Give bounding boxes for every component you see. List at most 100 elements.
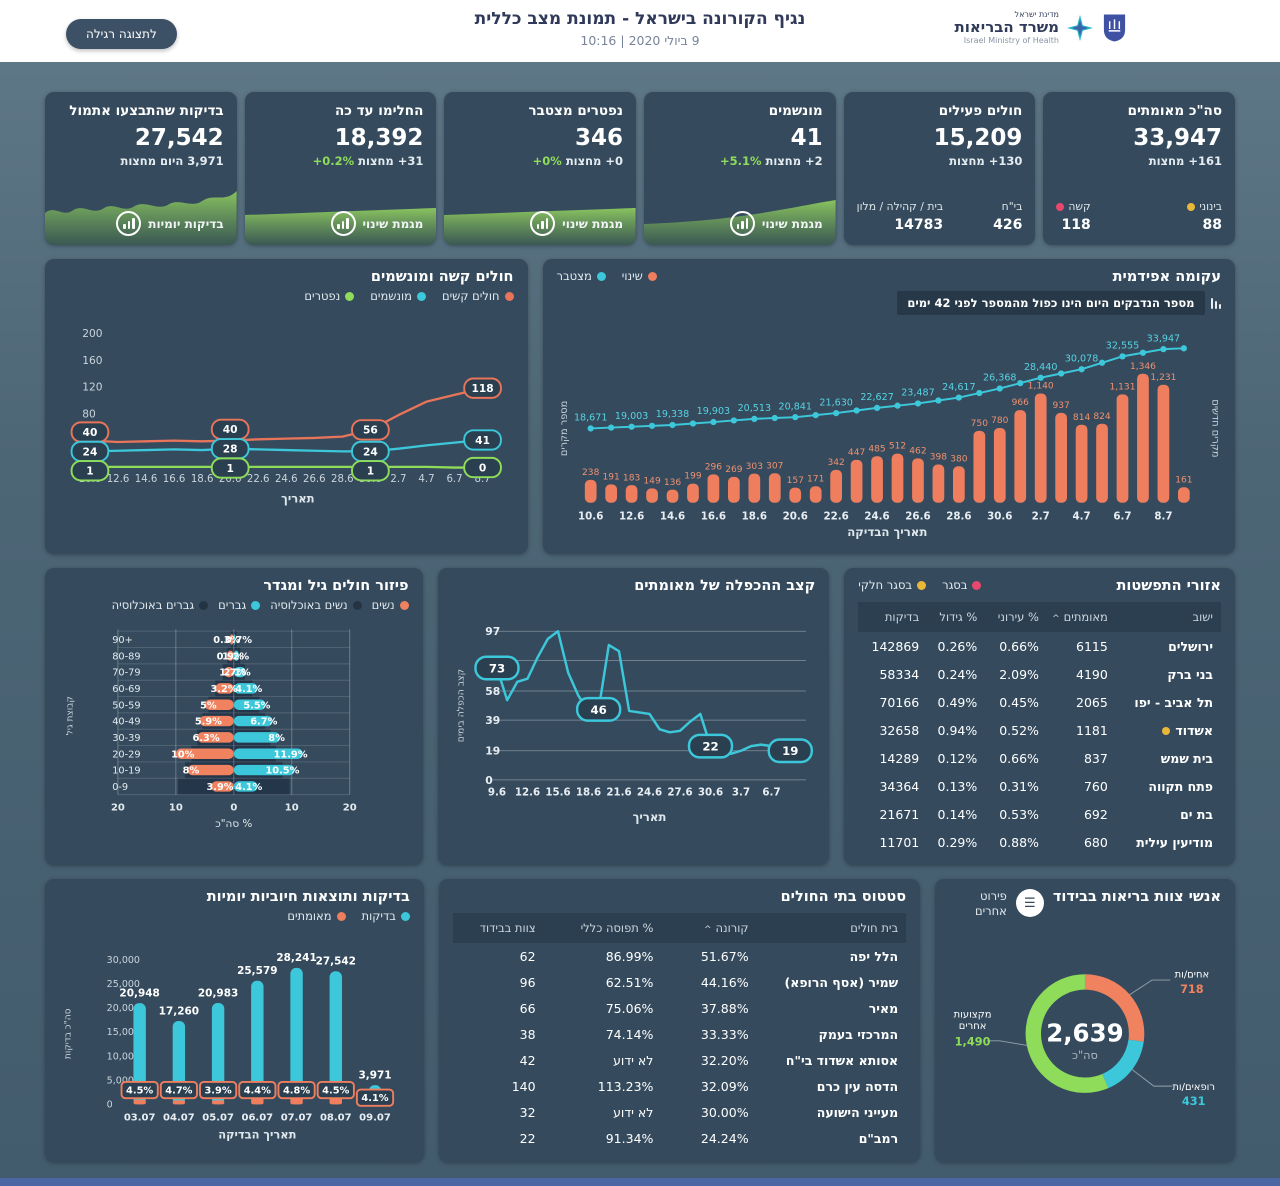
legend-item-cumulative[interactable]: מצטבר [557, 269, 606, 283]
svg-text:4.7: 4.7 [1072, 510, 1090, 522]
column-header[interactable]: מאומתים^ [1046, 602, 1116, 632]
svg-text:16.6: 16.6 [163, 474, 186, 485]
svg-text:20: 20 [343, 803, 357, 814]
svg-text:0.3%: 0.3% [213, 635, 240, 646]
column-header[interactable]: צוות בבידוד [452, 913, 544, 943]
column-header[interactable]: בית חולים [756, 913, 907, 943]
legend-item-tests[interactable]: בדיקות [362, 909, 410, 923]
hospitals-status-table: בית חולים קורונה^% תפוסה כללי צוות בבידוד ה… [452, 913, 907, 1151]
column-header[interactable]: % תפוסה כללי [543, 913, 662, 943]
svg-text:1,131: 1,131 [1109, 382, 1135, 392]
ministry-star-icon [1066, 14, 1094, 41]
svg-text:8.7: 8.7 [1154, 510, 1172, 522]
svg-text:6.7: 6.7 [446, 474, 462, 485]
svg-text:307: 307 [766, 461, 783, 471]
column-header[interactable]: % גידול [927, 602, 986, 632]
status-dot [1187, 202, 1196, 211]
legend-item-lockdown[interactable]: בסגר [942, 578, 982, 592]
series-dot [400, 911, 410, 921]
table-row[interactable]: בת ים 692 0.53% 0.14% 21671 [879, 806, 1213, 822]
svg-text:20,000: 20,000 [107, 1003, 140, 1014]
legend-item-deceased[interactable]: נפטרים [304, 289, 355, 303]
svg-text:0.9%: 0.9% [217, 651, 244, 662]
legend: נשים נשים באוכלוסיה גברים גברים באוכלוסי… [59, 598, 409, 612]
svg-text:1,140: 1,140 [1027, 382, 1053, 392]
legend-item-women[interactable]: נשים [372, 598, 409, 612]
svg-text:4.5%: 4.5% [322, 1085, 349, 1096]
svg-text:21,630: 21,630 [819, 397, 852, 408]
table-row[interactable]: ירושלים 6115 0.66% 0.26% 142869 [871, 638, 1213, 654]
svg-text:160: 160 [82, 354, 103, 367]
trend-toggle[interactable]: מגמת שינוי [258, 211, 423, 236]
svg-text:5.5%: 5.5% [243, 700, 270, 711]
svg-text:6.7: 6.7 [762, 786, 780, 798]
table-row[interactable]: אסותא אשדוד בי"ח 32.20% לא ידוע 42 [519, 1052, 899, 1068]
svg-text:4.7: 4.7 [418, 474, 434, 485]
svg-text:10.5%: 10.5% [266, 766, 300, 777]
column-header[interactable]: קורונה^ [661, 913, 757, 943]
legend-item-men[interactable]: גברים [218, 598, 261, 612]
legend-item-women-population[interactable]: נשים באוכלוסיה [270, 598, 362, 612]
bottom-scrollbar[interactable] [0, 1178, 1280, 1186]
status-dot [1162, 726, 1171, 735]
svg-text:18.6: 18.6 [191, 474, 214, 485]
svg-text:16.6: 16.6 [700, 510, 725, 522]
table-row[interactable]: מעייני הישועה 30.00% לא ידוע 32 [519, 1104, 899, 1120]
table-row[interactable]: מודיעין עילית 680 0.88% 0.29% 11701 [879, 834, 1213, 850]
table-row[interactable]: מאיר 37.88% 75.06% 66 [519, 1000, 899, 1016]
normal-view-button[interactable]: לתצוגה רגילה [66, 19, 177, 49]
card-value: 41 [790, 124, 823, 151]
bar-chart-icon [729, 211, 755, 236]
spread-areas-table: ישוב מאומתים^% עירוני% גידול בדיקות ירושלים… [858, 602, 1221, 856]
panel-title: קצב ההכפלה של מאומתים [634, 578, 816, 594]
svg-text:296: 296 [704, 462, 722, 472]
svg-text:22: 22 [702, 740, 718, 754]
table-row[interactable]: המרכזי בעמק 33.33% 74.14% 38 [519, 1026, 899, 1042]
trend-toggle[interactable]: בדיקות יומיות [58, 211, 224, 236]
svg-text:30.6: 30.6 [697, 786, 722, 798]
legend-item-men-population[interactable]: גברים באוכלוסיה [112, 598, 209, 612]
table-row[interactable]: בני ברק 4190 2.09% 0.24% 58334 [879, 666, 1213, 682]
legend-item-change[interactable]: שינוי [622, 269, 657, 283]
card-title: מונשמים [768, 103, 823, 119]
svg-text:08.07: 08.07 [320, 1113, 352, 1124]
svg-text:תאריך: תאריך [281, 491, 314, 505]
svg-text:1,346: 1,346 [1129, 362, 1155, 372]
svg-text:20,513: 20,513 [737, 403, 770, 414]
trend-toggle[interactable]: מגמת שינוי [657, 211, 823, 236]
legend-item-severe[interactable]: חולים קשים [442, 289, 514, 303]
svg-text:398: 398 [929, 453, 947, 463]
table-row[interactable]: אשדוד 1181 0.52% 0.94% 32658 [879, 722, 1213, 738]
svg-text:4.7%: 4.7% [165, 1085, 192, 1096]
svg-text:238: 238 [582, 468, 600, 478]
panel-spread-areas: אזורי התפשטות בסגר בסגר חלקי ישוב מאומתים… [844, 568, 1235, 865]
svg-text:32,555: 32,555 [1105, 341, 1138, 352]
table-row[interactable]: רמב"ם 24.24% 91.34% 22 [519, 1130, 899, 1146]
svg-text:22.6: 22.6 [247, 474, 270, 485]
stat-card-tests-yesterday: בדיקות שהתבצעו אתמול 27,542 3,971 היום מחצות… [45, 92, 237, 245]
legend-label: מצטבר [556, 269, 592, 283]
card-subtext: 3,971 היום מחצות [120, 153, 224, 168]
table-row[interactable]: בית שמש 837 0.66% 0.12% 14289 [879, 750, 1213, 766]
svg-text:512: 512 [888, 442, 905, 452]
legend-item-ventilated[interactable]: מונשמים [370, 289, 426, 303]
column-header[interactable]: % עירוני [985, 602, 1047, 632]
svg-text:10.6: 10.6 [578, 510, 603, 522]
table-row[interactable]: הלל יפה 51.67% 86.99% 62 [519, 948, 899, 964]
legend-item-confirmed[interactable]: מאומתים [287, 909, 346, 923]
legend-item-partial-lockdown[interactable]: בסגר חלקי [858, 578, 927, 592]
stat-card-deaths-cumulative: נפטרים מצטבר 346 +0 מחצות +0% מגמת שינוי [444, 92, 636, 245]
table-row[interactable]: שמיר (אסף הרופא) 44.16% 62.51% 96 [519, 974, 899, 990]
stat-cards-row: סה"כ מאומתים 33,947 +161 מחצות בינוני 88 קשה 11… [45, 92, 1235, 245]
svg-text:824: 824 [1093, 412, 1111, 422]
panel-title: פיזור חולים גיל ומגדר [263, 578, 409, 594]
table-row[interactable]: הדסה עין כרם 32.09% 113.23% 140 [511, 1078, 899, 1094]
menu-icon[interactable]: ☰ [1015, 889, 1044, 917]
table-row[interactable]: פתח תקווה 760 0.31% 0.13% 34364 [879, 778, 1213, 794]
column-header[interactable]: בדיקות [858, 602, 928, 632]
trend-toggle[interactable]: מגמת שינוי [457, 211, 623, 236]
svg-text:58: 58 [485, 685, 500, 698]
table-row[interactable]: תל אביב - יפו 2065 0.45% 0.49% 70166 [879, 694, 1213, 710]
column-header[interactable]: ישוב [1115, 602, 1221, 632]
